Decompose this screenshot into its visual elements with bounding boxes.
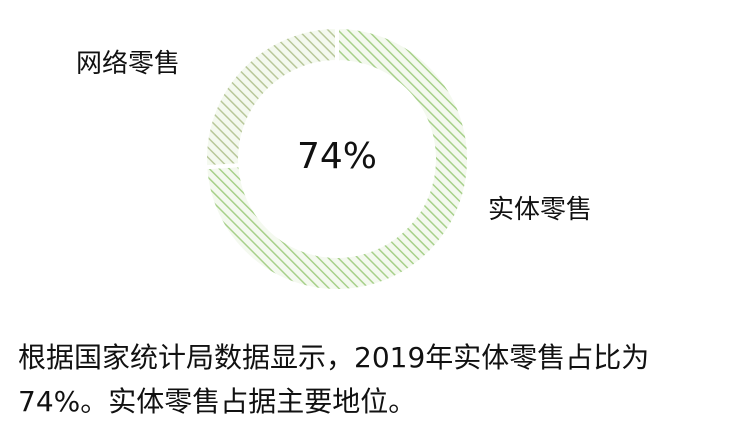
center-value-label: 74% [297,136,377,177]
donut-slices [203,24,471,293]
caption-text: 根据国家统计局数据显示，2019年实体零售占比为74%。实体零售占据主要地位。 [18,341,650,418]
donut-slice-online-retail [203,24,339,170]
donut-slice-physical-retail [203,24,471,293]
donut-chart: 实体零售 网络零售 74% [75,24,593,293]
slice-label-physical-retail: 实体零售 [488,195,592,225]
slice-label-online-retail: 网络零售 [76,49,180,79]
slice-labels: 实体零售 网络零售 [76,49,592,225]
